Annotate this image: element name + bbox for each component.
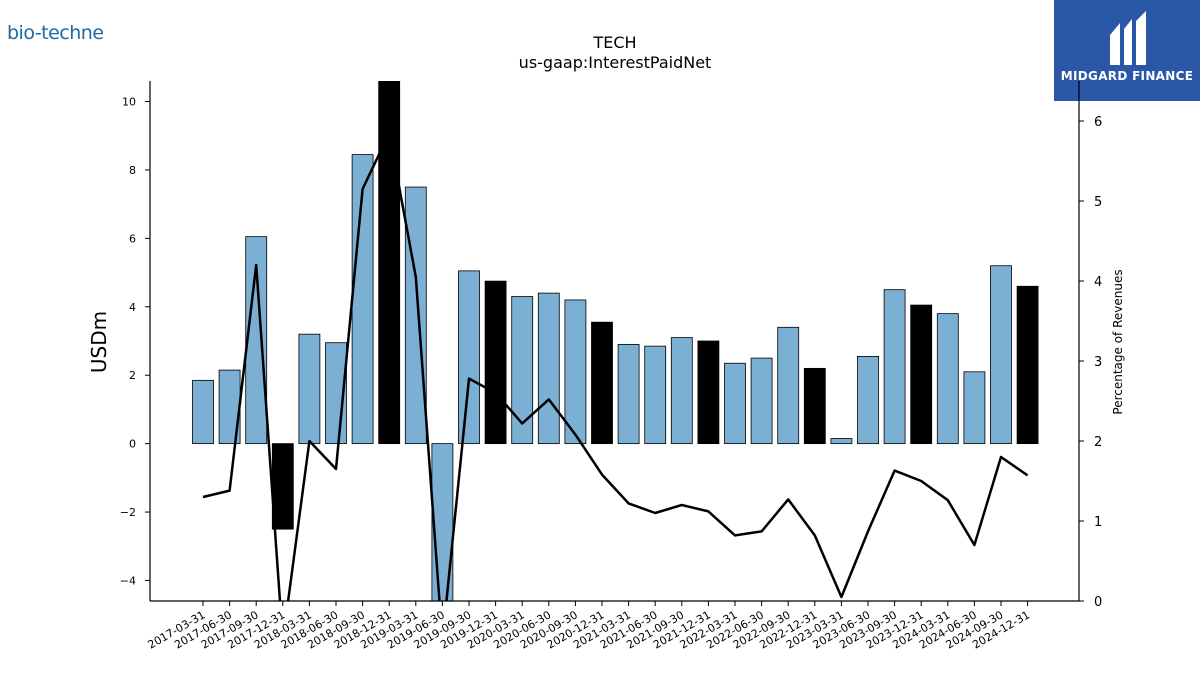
- midgard-finance-wordmark: MIDGARD FINANCE: [1060, 69, 1194, 83]
- bar: [537, 292, 560, 445]
- revenue-percentage-line: [202, 131, 1029, 601]
- y2-axis-label: Percentage of Revenues: [1111, 269, 1125, 414]
- bar: [990, 265, 1012, 445]
- y-tick-label: 0: [129, 438, 136, 451]
- bar: [1016, 285, 1039, 445]
- bar: [936, 313, 959, 445]
- y2-tick-label: 1: [1094, 515, 1102, 530]
- bar: [298, 333, 321, 445]
- bar: [484, 280, 507, 445]
- bar: [271, 443, 294, 530]
- bar: [670, 337, 693, 445]
- y-tick-label: −2: [120, 506, 136, 519]
- bar: [192, 379, 214, 445]
- bar: [857, 355, 879, 445]
- bar: [910, 304, 933, 445]
- bar: [378, 81, 401, 445]
- y2-tick-label: 3: [1094, 355, 1102, 370]
- bar: [803, 367, 826, 445]
- y2-tick-label: 6: [1094, 115, 1102, 130]
- bar: [750, 357, 773, 445]
- chart-title: TECH: [592, 33, 636, 52]
- bar: [883, 289, 906, 445]
- midgard-emblem-icon: [1110, 11, 1146, 65]
- y2-tick-label: 4: [1094, 275, 1102, 290]
- bar: [458, 270, 480, 445]
- bar: [724, 362, 746, 445]
- bar: [617, 344, 640, 445]
- y-tick-label: 8: [129, 164, 136, 177]
- bar: [777, 326, 800, 445]
- bar: [830, 438, 853, 445]
- bar: [245, 236, 268, 445]
- y-tick-label: 2: [129, 369, 136, 382]
- y-tick-label: 6: [129, 232, 136, 245]
- bar: [511, 296, 534, 445]
- bar: [564, 299, 587, 445]
- y2-tick-label: 5: [1094, 195, 1102, 210]
- y-tick-label: 4: [129, 301, 136, 314]
- bar: [963, 371, 986, 445]
- y-tick-label: 10: [122, 96, 136, 109]
- bar: [404, 186, 427, 445]
- bar: [644, 345, 667, 445]
- biotechne-logo: bio-techne: [7, 22, 104, 44]
- bar: [697, 340, 720, 445]
- y2-tick-label: 0: [1094, 595, 1102, 610]
- midgard-finance-logo: MIDGARD FINANCE: [1054, 0, 1200, 101]
- y-tick-label: −4: [120, 574, 136, 587]
- bar: [591, 321, 613, 445]
- y2-tick-label: 2: [1094, 435, 1102, 450]
- chart-subtitle: us-gaap:InterestPaidNet: [519, 53, 712, 72]
- y-axis-label: USDm: [87, 311, 111, 373]
